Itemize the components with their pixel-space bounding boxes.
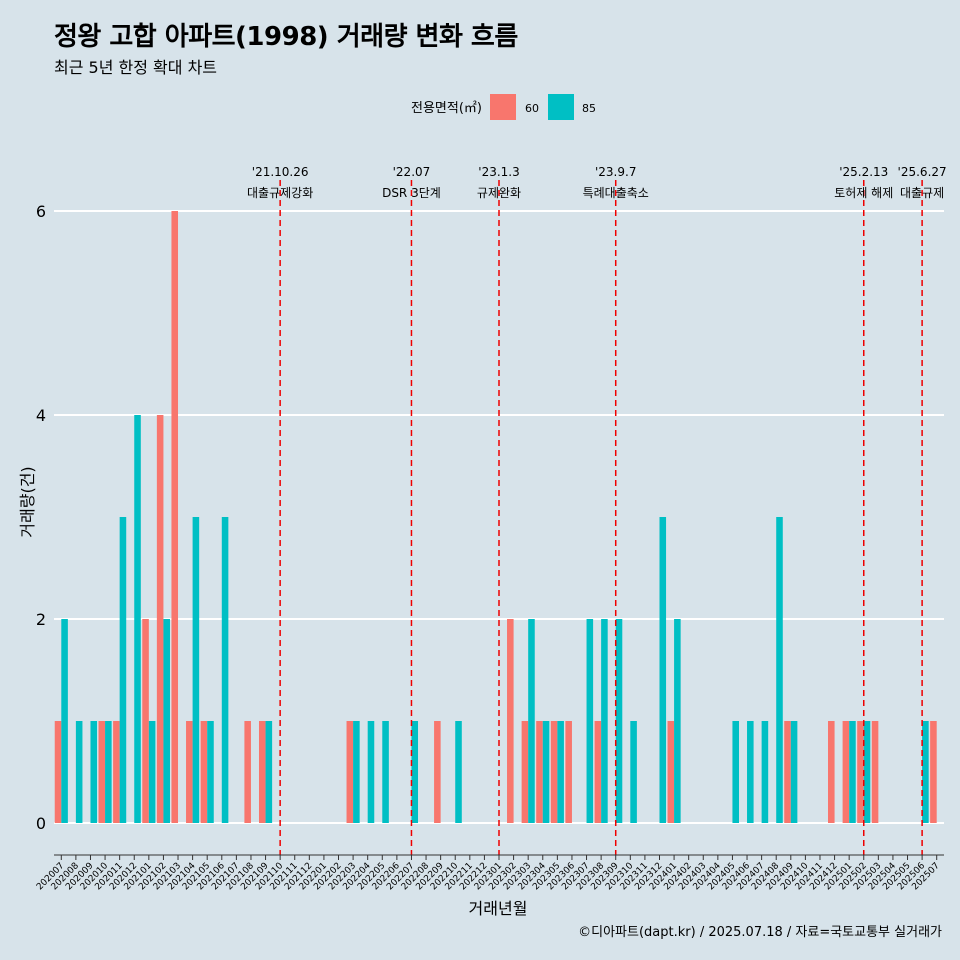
bar-60-202303 <box>521 721 529 823</box>
bar-85-202204 <box>367 721 375 823</box>
bar-85-202406 <box>747 721 754 823</box>
y-axis-title: 거래량(건) <box>18 466 37 537</box>
bar-60-202306 <box>565 721 572 823</box>
bar-85-202405 <box>732 721 740 823</box>
event-date-label: '25.2.13 <box>839 165 888 179</box>
chart-title: 정왕 고합 아파트(1998) 거래량 변화 흐름 <box>54 22 518 52</box>
bar-85-202012 <box>134 415 141 823</box>
caption: ©디아파트(dapt.kr) / 2025.07.18 / 자료=국토교통부 실… <box>578 925 942 940</box>
event-name-label: 규제완화 <box>477 186 521 200</box>
bar-85-202207 <box>411 721 419 823</box>
bar-85-202308 <box>601 619 608 823</box>
bar-85-202104 <box>192 517 200 823</box>
bar-85-202310 <box>630 721 637 823</box>
bar-60-202305 <box>550 721 558 823</box>
legend-label-60: 60 <box>525 102 539 115</box>
x-axis-title: 거래년월 <box>469 899 528 918</box>
legend: 전용면적(㎡) 60 85 <box>411 94 596 120</box>
bar-85-202409 <box>790 721 798 823</box>
y-tick-label: 6 <box>36 202 46 221</box>
bar-85-202011 <box>119 517 127 823</box>
event-name-label: 특례대출축소 <box>583 186 649 200</box>
bar-85-202303 <box>528 619 535 823</box>
axes: 0246202007202008202009202010202011202012… <box>35 202 944 892</box>
bar-85-202305 <box>557 721 564 823</box>
bar-85-202101 <box>148 721 156 823</box>
bar-85-202408 <box>776 517 783 823</box>
bar-85-202203 <box>353 721 360 823</box>
bar-60-202503 <box>871 721 879 823</box>
bar-85-202205 <box>382 721 389 823</box>
bar-60-202010 <box>98 721 106 823</box>
bar-60-202302 <box>507 619 514 823</box>
bar-60-202412 <box>828 721 835 823</box>
bar-60-202011 <box>113 721 120 823</box>
bar-85-202106 <box>221 517 229 823</box>
event-date-label: '23.9.7 <box>595 165 636 179</box>
bar-85-202401 <box>674 619 681 823</box>
bar-85-202007 <box>61 619 68 823</box>
bar-60-202102 <box>156 415 164 823</box>
bar-85-202307 <box>586 619 594 823</box>
bar-85-202109 <box>265 721 273 823</box>
bar-85-202506 <box>922 721 929 823</box>
bar-85-202102 <box>163 619 170 823</box>
bar-60-202401 <box>667 721 675 823</box>
bar-60-202203 <box>346 721 354 823</box>
legend-label-85: 85 <box>582 102 596 115</box>
bar-60-202104 <box>186 721 193 823</box>
event-name-label: 토허제 해제 <box>834 186 893 200</box>
bar-60-202502 <box>857 721 864 823</box>
bar-85-202009 <box>90 721 98 823</box>
event-date-label: '25.6.27 <box>898 165 947 179</box>
bar-60-202409 <box>784 721 791 823</box>
legend-swatch-85 <box>548 94 574 120</box>
bar-60-202209 <box>434 721 441 823</box>
event-date-label: '23.1.3 <box>478 165 519 179</box>
bar-85-202008 <box>75 721 83 823</box>
bar-60-202105 <box>200 721 208 823</box>
bar-60-202507 <box>930 721 937 823</box>
y-tick-label: 0 <box>36 814 46 833</box>
bar-85-202210 <box>455 721 462 823</box>
chart-subtitle: 최근 5년 한정 확대 차트 <box>54 58 218 77</box>
bar-60-202103 <box>171 211 179 823</box>
bar-85-202502 <box>863 721 871 823</box>
legend-title: 전용면적(㎡) <box>411 101 482 116</box>
bar-60-202304 <box>536 721 543 823</box>
bars <box>54 211 937 823</box>
bar-85-202501 <box>849 721 856 823</box>
event-name-label: DSR 3단계 <box>382 186 441 200</box>
event-name-label: 대출규제강화 <box>247 186 313 200</box>
event-name-label: 대출규제 <box>900 186 944 200</box>
y-tick-label: 2 <box>36 610 46 629</box>
bar-85-202309 <box>615 619 623 823</box>
event-date-label: '22.07 <box>393 165 431 179</box>
bar-60-202109 <box>258 721 266 823</box>
bar-60-202308 <box>594 721 602 823</box>
bar-60-202108 <box>244 721 251 823</box>
bar-60-202101 <box>142 619 149 823</box>
bar-85-202407 <box>761 721 769 823</box>
bar-85-202010 <box>105 721 112 823</box>
bar-60-202007 <box>54 721 62 823</box>
legend-swatch-60 <box>490 94 516 120</box>
bar-60-202501 <box>842 721 850 823</box>
event-date-label: '21.10.26 <box>252 165 309 179</box>
event-markers: '21.10.26 대출규제강화 '22.07 DSR 3단계 '23.1.3 규제완화 '… <box>247 165 947 855</box>
y-tick-label: 4 <box>36 406 46 425</box>
bar-85-202312 <box>659 517 667 823</box>
bar-85-202304 <box>542 721 550 823</box>
bar-85-202105 <box>207 721 214 823</box>
